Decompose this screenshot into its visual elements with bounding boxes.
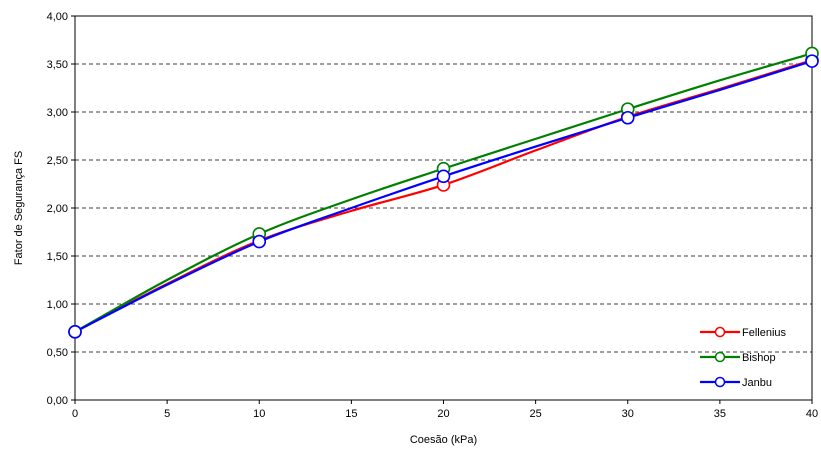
series-group (68, 46, 819, 339)
y-tick-label: 2,50 (47, 155, 68, 167)
y-tick-label: 3,00 (47, 107, 68, 119)
y-axis: 0,00 0,50 1,00 1,50 2,00 2,50 3,00 3,50 4,00 (47, 11, 75, 407)
x-tick-label: 40 (806, 408, 818, 420)
point-janbu-0 (68, 325, 82, 339)
y-tick-label: 1,50 (47, 251, 68, 263)
x-tick-label: 0 (72, 408, 78, 420)
grid-lines (75, 63, 812, 353)
legend-swatch-marker (714, 326, 726, 338)
series-fellenius (68, 53, 819, 339)
y-tick-label: 1,00 (47, 299, 68, 311)
legend-label: Bishop (742, 352, 776, 364)
x-tick-label: 25 (530, 408, 542, 420)
y-tick-label: 3,50 (47, 59, 68, 71)
x-tick-label: 30 (622, 408, 634, 420)
point-janbu-40 (805, 54, 819, 68)
x-tick-label: 5 (164, 408, 170, 420)
x-tick-label: 15 (345, 408, 357, 420)
legend-item-bishop: Bishop (700, 351, 776, 364)
series-line-fellenius (74, 59, 813, 333)
series-bishop (68, 46, 819, 339)
x-axis-label: Coesão (kPa) (410, 434, 477, 446)
y-axis-label: Fator de Segurança FS (13, 151, 25, 265)
legend-item-janbu: Janbu (700, 376, 772, 389)
legend: Fellenius Bishop Janbu (700, 326, 787, 389)
series-janbu (68, 54, 819, 339)
y-tick-label: 2,00 (47, 203, 68, 215)
point-janbu-20 (436, 169, 451, 184)
y-tick-label: 0,00 (47, 395, 68, 407)
y-tick-label: 0,50 (47, 347, 68, 359)
x-tick-label: 10 (253, 408, 265, 420)
legend-label: Janbu (742, 377, 772, 389)
legend-item-fellenius: Fellenius (700, 326, 787, 339)
legend-label: Fellenius (742, 327, 787, 339)
point-janbu-30 (620, 110, 635, 125)
y-tick-label: 4,00 (47, 11, 68, 23)
x-axis: 0 5 10 15 20 25 30 35 40 (72, 400, 818, 420)
x-tick-label: 20 (437, 408, 449, 420)
x-tick-label: 35 (714, 408, 726, 420)
legend-swatch-marker (714, 376, 726, 388)
legend-swatch-marker (714, 351, 726, 363)
series-line-janbu (74, 60, 813, 333)
point-janbu-10 (252, 234, 267, 249)
